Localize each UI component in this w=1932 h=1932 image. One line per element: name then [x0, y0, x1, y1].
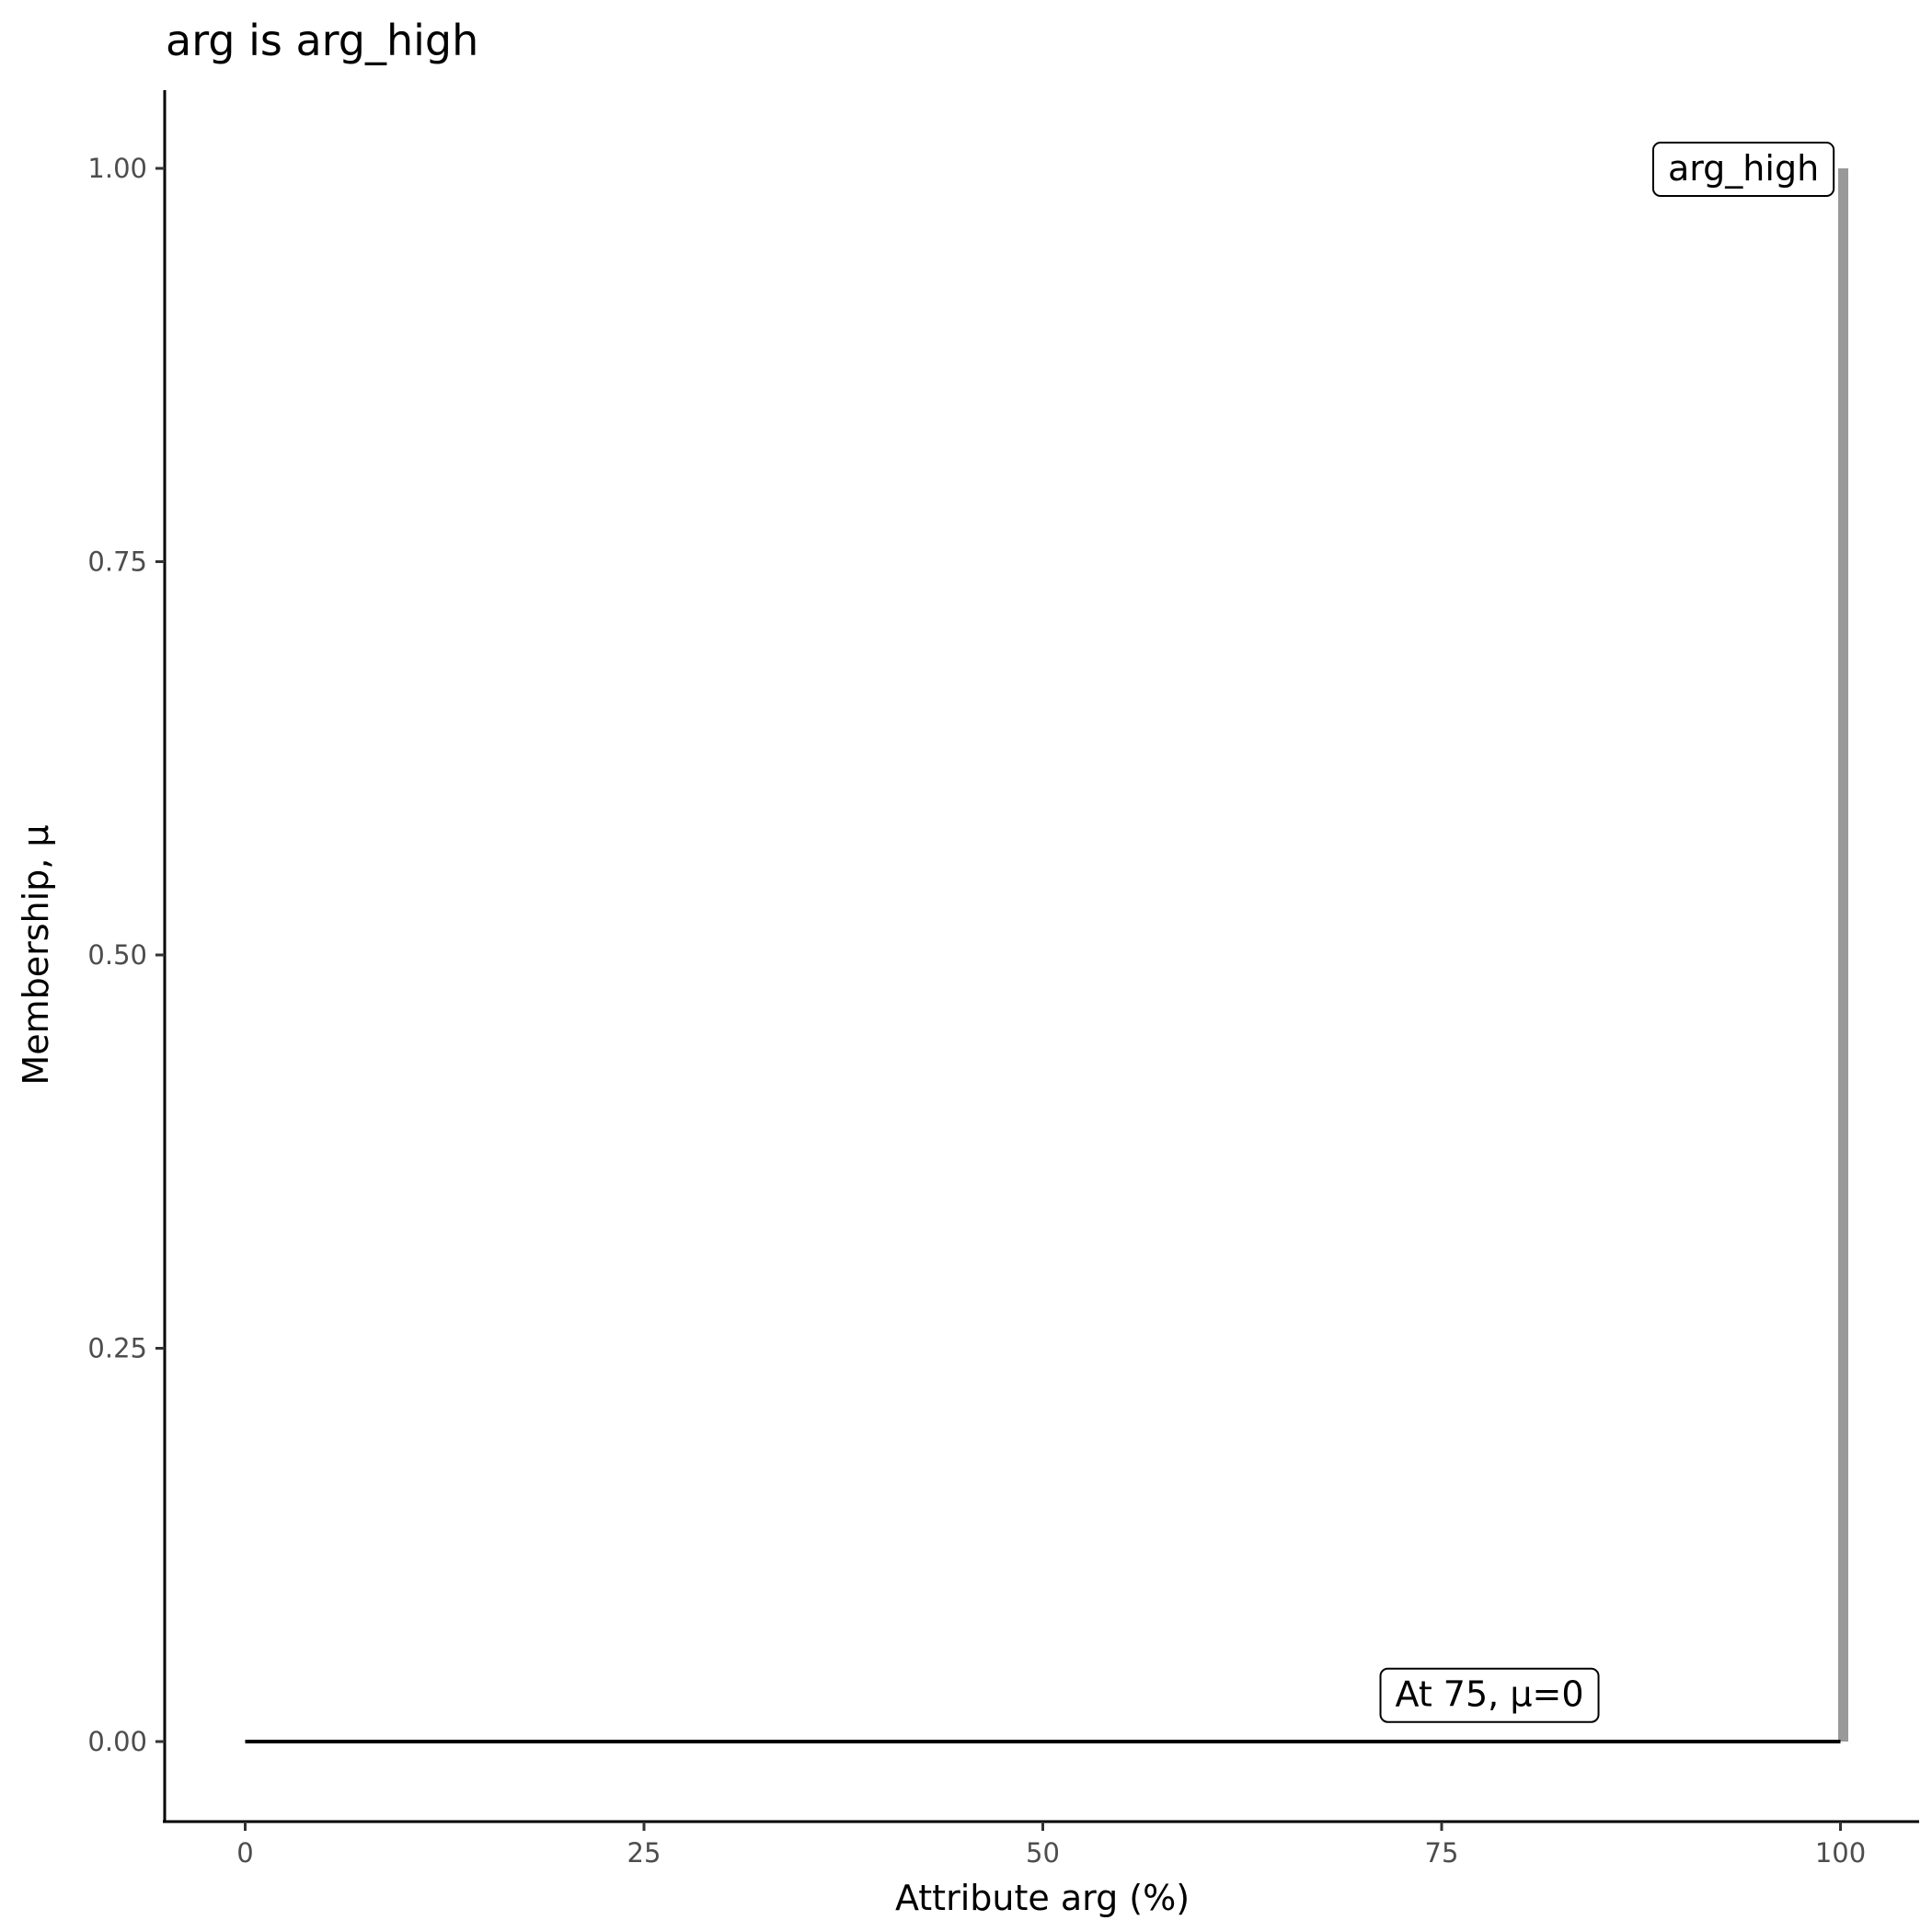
y-tick-label: 0.50	[87, 939, 147, 971]
y-tick-label: 0.25	[87, 1333, 147, 1364]
chart-title: arg is arg_high	[166, 16, 478, 65]
x-axis-title: Attribute arg (%)	[895, 1878, 1190, 1918]
y-tick-label: 1.00	[87, 153, 147, 184]
x-tick-label: 0	[236, 1837, 253, 1869]
annotation-label: At 75, μ=0	[1379, 1667, 1600, 1723]
x-tick-label: 75	[1425, 1837, 1459, 1869]
x-tick-label: 50	[1026, 1837, 1060, 1869]
svg-text:At 75, μ=0: At 75, μ=0	[1396, 1674, 1584, 1715]
svg-text:arg_high: arg_high	[1668, 148, 1819, 189]
y-axis-title: Membership, μ	[16, 824, 56, 1085]
y-tick-label: 0.75	[87, 546, 147, 578]
y-tick-label: 0.00	[87, 1726, 147, 1757]
annotation-label: arg_high	[1651, 142, 1835, 197]
x-tick-label: 25	[627, 1837, 661, 1869]
x-tick-label: 100	[1815, 1837, 1866, 1869]
